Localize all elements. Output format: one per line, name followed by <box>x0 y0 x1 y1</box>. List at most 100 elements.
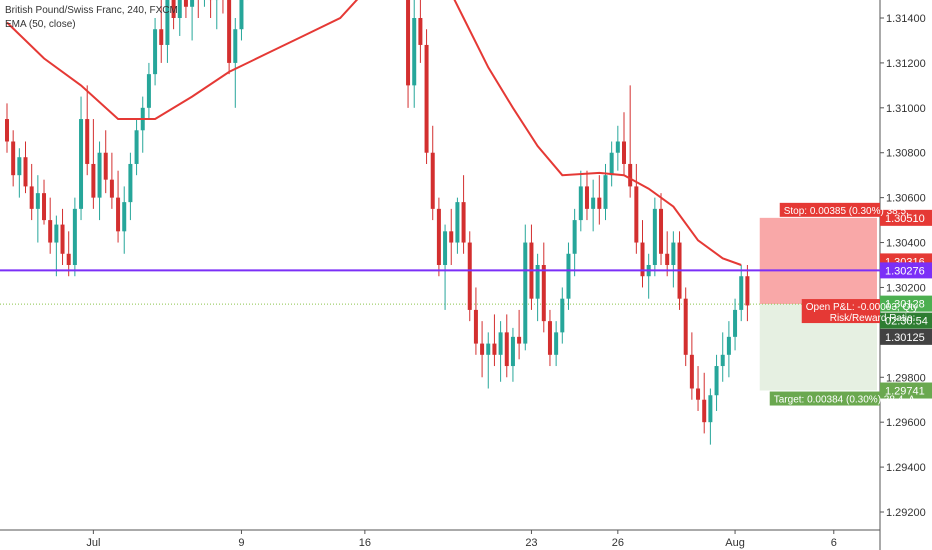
candle-body <box>486 343 491 355</box>
candle-body <box>159 29 164 45</box>
candle-body <box>689 354 694 389</box>
y-tick-label: 1.30600 <box>886 193 926 205</box>
candle-body <box>566 253 571 299</box>
x-tick-label: 26 <box>612 537 624 549</box>
y-tick-label: 1.29400 <box>886 462 926 474</box>
candle-body <box>190 0 195 7</box>
symbol-title: British Pound/Swiss Franc, 240, FXCM <box>5 5 178 16</box>
candle-body <box>97 152 102 198</box>
x-tick-label: 23 <box>525 537 537 549</box>
candle-body <box>714 366 719 396</box>
candle-body <box>91 163 96 198</box>
x-tick-label: 6 <box>831 537 837 549</box>
last-price-badge-bg <box>880 295 932 312</box>
candle-body <box>412 18 417 86</box>
candle-body <box>134 130 139 164</box>
candle-body <box>523 242 528 344</box>
candle-body <box>510 336 515 367</box>
candle-body <box>640 242 645 277</box>
candle-body <box>622 141 626 164</box>
candle-body <box>227 0 232 63</box>
candle-body <box>739 276 744 310</box>
candle-body <box>572 220 577 254</box>
candle-body <box>418 18 423 45</box>
ema-legend: EMA (50, close) <box>5 19 76 30</box>
candle-body <box>492 343 497 355</box>
candle-body <box>504 332 509 367</box>
pnl-annotation: Open P&L: -0.00003, Qty <box>806 302 918 313</box>
candle-body <box>535 265 540 299</box>
candle-body <box>177 0 182 18</box>
candle-body <box>60 224 65 254</box>
candle-body <box>35 193 40 209</box>
candle-body <box>109 179 114 198</box>
candle-body <box>517 336 522 344</box>
candles-group <box>5 0 750 445</box>
target-price-badge-bg <box>880 382 932 399</box>
candle-body <box>406 0 411 86</box>
candle-body <box>183 0 188 7</box>
candle-body <box>652 208 657 265</box>
candle-body <box>48 220 53 243</box>
candle-body <box>128 163 133 203</box>
candle-body <box>696 388 701 400</box>
candle-body <box>239 0 244 30</box>
candle-body <box>726 336 731 355</box>
y-tick-label: 1.30800 <box>886 148 926 160</box>
candle-body <box>461 202 466 243</box>
stop-annotation: Stop: 0.00385 (0.30%) 38.5, <box>784 206 909 217</box>
level-price-badge: 1.30276 <box>885 265 925 277</box>
ema-line <box>6 0 742 266</box>
candle-body <box>85 119 90 164</box>
x-tick-label: 16 <box>359 537 371 549</box>
candle-body <box>153 29 158 75</box>
candle-body <box>42 193 47 221</box>
candle-body <box>615 141 620 153</box>
candle-body <box>603 175 608 209</box>
candle-body <box>683 298 688 355</box>
candle-body <box>122 202 127 232</box>
y-tick-label: 1.29200 <box>886 507 926 519</box>
y-tick-label: 1.30200 <box>886 282 926 294</box>
chart-legend: British Pound/Swiss Franc, 240, FXCM EMA… <box>5 4 178 32</box>
candle-body <box>541 265 546 322</box>
candle-body <box>554 332 559 355</box>
y-tick-label: 1.31400 <box>886 13 926 25</box>
candle-body <box>578 186 583 221</box>
candle-body <box>29 186 34 209</box>
countdown-label: 02:30:54 <box>885 316 928 328</box>
candle-body <box>628 163 633 187</box>
candle-body <box>473 309 478 344</box>
pnl-annotation-bg <box>801 299 880 324</box>
candle-body <box>17 157 22 176</box>
stop-price-badge-bg <box>880 209 932 226</box>
last-price-badge: 1.30128 <box>885 299 925 311</box>
candle-body <box>665 253 670 265</box>
candle-body <box>443 231 448 265</box>
stop-annotation-bg <box>779 202 880 217</box>
countdown-bg <box>880 312 932 329</box>
candle-body <box>171 0 176 19</box>
candle-body <box>66 253 71 265</box>
candle-body <box>609 152 614 176</box>
x-tick-label: Jul <box>86 537 100 549</box>
candle-body <box>430 152 435 209</box>
candle-body <box>449 231 454 243</box>
candle-body <box>671 242 676 265</box>
candle-body <box>702 399 707 423</box>
candle-body <box>5 119 9 142</box>
target-annotation: Target: 0.00384 (0.30%) 38.4, A <box>774 395 916 406</box>
stop-price-badge: 1.30510 <box>885 213 925 225</box>
candle-body <box>233 29 238 63</box>
target-price-badge: 1.29741 <box>885 386 925 398</box>
candle-body <box>72 208 77 265</box>
candle-body <box>11 141 16 176</box>
candle-body <box>436 208 441 265</box>
candle-body <box>165 0 170 45</box>
rr-annotation: Risk/Reward Ratio: <box>830 313 916 324</box>
candle-body <box>54 224 59 243</box>
candle-body <box>467 242 472 310</box>
candle-body <box>424 44 429 153</box>
x-tick-label: 9 <box>238 537 244 549</box>
